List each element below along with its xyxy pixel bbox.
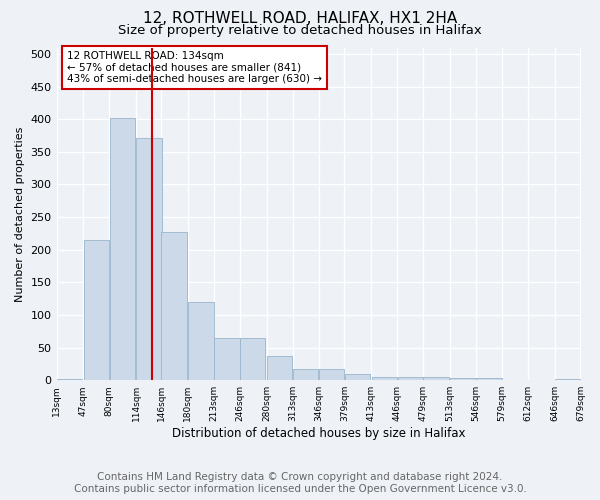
Text: Size of property relative to detached houses in Halifax: Size of property relative to detached ho… <box>118 24 482 37</box>
Bar <box>476 378 502 380</box>
Bar <box>161 232 187 380</box>
Bar <box>345 374 370 380</box>
Bar <box>188 302 214 380</box>
Bar <box>214 338 239 380</box>
Bar <box>267 356 292 380</box>
Bar <box>398 377 423 380</box>
Bar <box>110 118 135 380</box>
Bar <box>83 240 109 380</box>
Bar <box>319 369 344 380</box>
Bar <box>293 369 318 380</box>
Bar <box>371 377 397 380</box>
Bar <box>240 338 265 380</box>
Bar <box>136 138 161 380</box>
Y-axis label: Number of detached properties: Number of detached properties <box>15 126 25 302</box>
Bar <box>555 379 580 380</box>
Text: 12 ROTHWELL ROAD: 134sqm
← 57% of detached houses are smaller (841)
43% of semi-: 12 ROTHWELL ROAD: 134sqm ← 57% of detach… <box>67 51 322 84</box>
Bar <box>424 377 449 380</box>
Text: Contains HM Land Registry data © Crown copyright and database right 2024.
Contai: Contains HM Land Registry data © Crown c… <box>74 472 526 494</box>
Bar <box>57 379 82 380</box>
Text: 12, ROTHWELL ROAD, HALIFAX, HX1 2HA: 12, ROTHWELL ROAD, HALIFAX, HX1 2HA <box>143 11 457 26</box>
X-axis label: Distribution of detached houses by size in Halifax: Distribution of detached houses by size … <box>172 427 465 440</box>
Bar <box>450 378 476 380</box>
